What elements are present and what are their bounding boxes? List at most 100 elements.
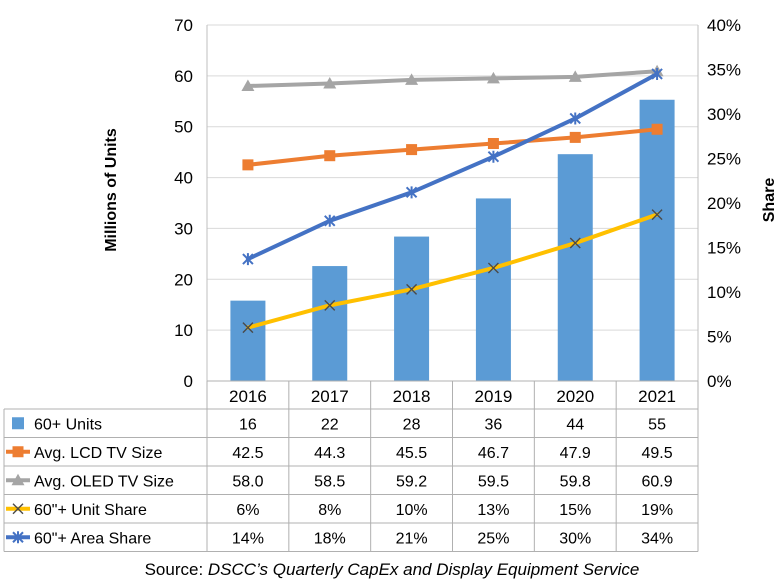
table-cell: 42.5 xyxy=(232,445,263,462)
y-tick-label: 70 xyxy=(174,16,193,35)
source-prefix: Source: xyxy=(144,560,208,579)
table-cell: 44.3 xyxy=(314,445,345,462)
legend-label: 60+ Units xyxy=(34,416,102,433)
bar xyxy=(639,99,675,381)
table-cell: 10% xyxy=(396,502,428,519)
series-line xyxy=(245,127,660,167)
line-series xyxy=(241,64,664,334)
table-cell: 15% xyxy=(559,502,591,519)
table-cell: 34% xyxy=(641,530,673,547)
y2-tick-label: 25% xyxy=(707,150,741,169)
bar xyxy=(475,198,511,381)
data-table: 2016 2017 2018 2019 2020 2021 60+ Units 16 22 28 3… xyxy=(3,380,699,552)
line-series-avg-lcd-tv-size xyxy=(242,123,663,171)
table-cell: 46.7 xyxy=(478,445,509,462)
bar xyxy=(557,154,593,381)
data-point xyxy=(651,209,663,221)
table-cell: 6% xyxy=(236,502,259,519)
y-tick-label: 40 xyxy=(174,169,193,188)
y2-tick-label: 10% xyxy=(707,283,741,302)
legend-marker xyxy=(11,473,25,486)
x-tick-label: 2016 xyxy=(229,387,267,406)
bar-series xyxy=(230,99,675,381)
data-point xyxy=(487,137,499,149)
data-point xyxy=(568,70,582,82)
data-point xyxy=(487,262,499,274)
x-tick-label: 2019 xyxy=(475,387,513,406)
table-cell: 59.5 xyxy=(478,473,509,490)
y2-tick-label: 20% xyxy=(707,194,741,213)
data-point xyxy=(324,299,336,311)
data-point xyxy=(569,131,581,143)
y-tick-label: 60 xyxy=(174,67,193,86)
y2-tick-label: 0% xyxy=(707,372,732,391)
data-point xyxy=(324,150,336,162)
bar xyxy=(312,266,348,381)
data-point xyxy=(569,237,581,249)
table-cell: 58.5 xyxy=(314,473,345,490)
x-tick-label: 2018 xyxy=(393,387,431,406)
table-cell: 45.5 xyxy=(396,445,427,462)
y2-tick-label: 35% xyxy=(707,61,741,80)
y-tick-label: 10 xyxy=(174,321,193,340)
series-line xyxy=(245,212,660,330)
table-cell: 59.2 xyxy=(396,473,427,490)
y2-axis-title: Share xyxy=(761,178,778,223)
data-point xyxy=(242,159,254,171)
bar xyxy=(230,300,266,381)
table-cell: 30% xyxy=(559,530,591,547)
data-point xyxy=(405,73,419,85)
y2-tick-label: 40% xyxy=(707,16,741,35)
legend-marker xyxy=(12,446,24,458)
axes: 0 10 20 30 40 50 60 70 0% 5% 10% 15% 20% 25% 30% 35% 40% xyxy=(174,16,741,391)
table-cell: 18% xyxy=(314,530,346,547)
legend-marker xyxy=(12,503,24,515)
table-cell: 36 xyxy=(485,416,503,433)
x-tick-label: 2020 xyxy=(556,387,594,406)
series-line xyxy=(245,69,660,89)
legend-marker xyxy=(12,531,24,544)
y2-tick-label: 30% xyxy=(707,105,741,124)
table-cell: 14% xyxy=(232,530,264,547)
y-tick-label: 30 xyxy=(174,219,193,238)
table-cell: 13% xyxy=(477,502,509,519)
y2-tick-label: 5% xyxy=(707,328,732,347)
line-series-60-unit-share xyxy=(242,209,663,334)
data-point xyxy=(406,144,418,156)
data-point xyxy=(405,186,418,199)
legend-label: 60"+ Unit Share xyxy=(34,502,147,519)
table-cell: 25% xyxy=(477,530,509,547)
source-note: Source: DSCC’s Quarterly CapEx and Displ… xyxy=(0,560,784,580)
data-point xyxy=(487,150,500,163)
y-tick-label: 20 xyxy=(174,270,193,289)
table-cell: 49.5 xyxy=(642,445,673,462)
table-cell: 60.9 xyxy=(642,473,673,490)
line-series-avg-oled-tv-size xyxy=(241,64,664,92)
table-cell: 16 xyxy=(239,416,257,433)
x-tick-label: 2021 xyxy=(638,387,676,406)
y-axis-title: Millions of Units xyxy=(103,128,120,252)
table-cell: 59.8 xyxy=(560,473,591,490)
table-cell: 55 xyxy=(648,416,666,433)
table-cell: 19% xyxy=(641,502,673,519)
bar xyxy=(394,236,430,381)
table-cell: 21% xyxy=(396,530,428,547)
data-point xyxy=(569,112,581,125)
legend-label: 60"+ Area Share xyxy=(34,530,151,547)
legend-label: Avg. LCD TV Size xyxy=(34,445,162,462)
legend-label: Avg. OLED TV Size xyxy=(34,473,174,490)
table-cell: 22 xyxy=(321,416,339,433)
table-cell: 8% xyxy=(318,502,341,519)
data-point xyxy=(406,283,418,295)
table-cell: 47.9 xyxy=(560,445,591,462)
data-point xyxy=(323,76,337,89)
table-cell: 58.0 xyxy=(232,473,263,490)
y2-tick-label: 15% xyxy=(707,239,741,258)
data-point xyxy=(242,253,254,266)
line-series-60-area-share xyxy=(242,67,663,266)
y-tick-label: 0 xyxy=(184,372,193,391)
data-point xyxy=(651,123,663,135)
data-point xyxy=(241,79,255,92)
table-cell: 44 xyxy=(566,416,584,433)
